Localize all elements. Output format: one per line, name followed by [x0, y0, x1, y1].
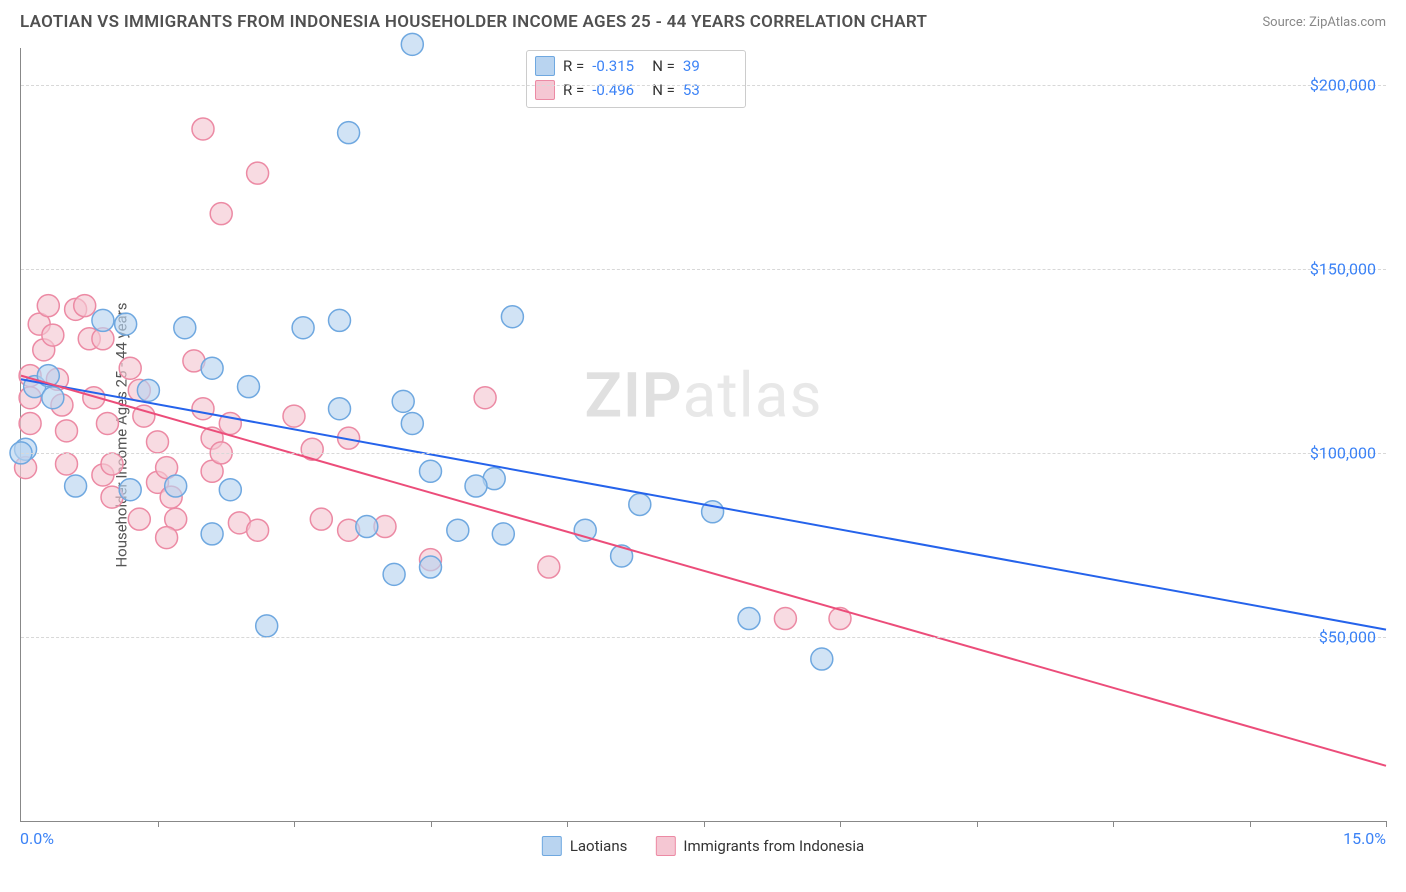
trend-line	[21, 376, 1386, 766]
data-point	[392, 390, 414, 412]
data-point	[465, 475, 487, 497]
data-point	[811, 648, 833, 670]
legend-item-indonesia: Immigrants from Indonesia	[655, 836, 864, 856]
data-point	[474, 387, 496, 409]
legend-row-laotians: R = -0.315 N = 39	[535, 54, 735, 78]
data-point	[210, 203, 232, 225]
data-point	[738, 608, 760, 630]
data-point	[501, 306, 523, 328]
data-point	[356, 516, 378, 538]
data-point	[156, 527, 178, 549]
swatch-laotians	[535, 56, 555, 76]
correlation-legend: R = -0.315 N = 39 R = -0.496 N = 53	[526, 50, 746, 108]
data-point	[201, 523, 223, 545]
data-point	[492, 523, 514, 545]
data-point	[420, 460, 442, 482]
data-point	[128, 508, 150, 530]
data-point	[447, 519, 469, 541]
data-point	[119, 479, 141, 501]
data-point	[165, 475, 187, 497]
data-point	[42, 387, 64, 409]
data-point	[329, 309, 351, 331]
data-point	[247, 519, 269, 541]
data-point	[401, 412, 423, 434]
data-point	[829, 608, 851, 630]
data-point	[92, 309, 114, 331]
data-point	[119, 357, 141, 379]
data-point	[74, 295, 96, 317]
data-point	[292, 317, 314, 339]
legend-item-laotians: Laotians	[542, 836, 628, 856]
data-point	[401, 33, 423, 55]
data-point	[65, 475, 87, 497]
data-point	[101, 453, 123, 475]
data-point	[56, 420, 78, 442]
data-point	[115, 313, 137, 335]
data-point	[247, 162, 269, 184]
data-point	[329, 398, 351, 420]
data-point	[137, 379, 159, 401]
data-point	[56, 453, 78, 475]
data-point	[774, 608, 796, 630]
data-point	[219, 479, 241, 501]
data-point	[37, 295, 59, 317]
data-point	[256, 615, 278, 637]
y-tick-label: $50,000	[1319, 627, 1376, 646]
data-point	[96, 412, 118, 434]
data-point	[538, 556, 560, 578]
data-point	[42, 324, 64, 346]
source-credit: Source: ZipAtlas.com	[1262, 15, 1386, 30]
data-point	[19, 412, 41, 434]
y-tick-label: $150,000	[1310, 259, 1376, 278]
data-point	[283, 405, 305, 427]
data-point	[192, 118, 214, 140]
source-link[interactable]: ZipAtlas.com	[1309, 15, 1386, 30]
x-axis-max: 15.0%	[1343, 829, 1386, 848]
legend-row-indonesia: R = -0.496 N = 53	[535, 78, 735, 102]
data-point	[310, 508, 332, 530]
data-point	[629, 493, 651, 515]
data-point	[420, 556, 442, 578]
data-point	[238, 376, 260, 398]
scatter-plot	[21, 48, 1386, 821]
y-tick-label: $200,000	[1310, 75, 1376, 94]
y-tick-label: $100,000	[1310, 443, 1376, 462]
data-point	[338, 122, 360, 144]
data-point	[147, 431, 169, 453]
data-point	[201, 357, 223, 379]
x-axis-min: 0.0%	[20, 829, 54, 848]
trend-line	[21, 379, 1386, 629]
data-point	[383, 563, 405, 585]
data-point	[174, 317, 196, 339]
data-point	[192, 398, 214, 420]
series-legend: Laotians Immigrants from Indonesia	[542, 836, 864, 856]
chart-title: LAOTIAN VS IMMIGRANTS FROM INDONESIA HOU…	[20, 12, 927, 32]
chart-area: ZIPatlas Householder Income Ages 25 - 44…	[20, 48, 1386, 822]
swatch-indonesia	[535, 80, 555, 100]
